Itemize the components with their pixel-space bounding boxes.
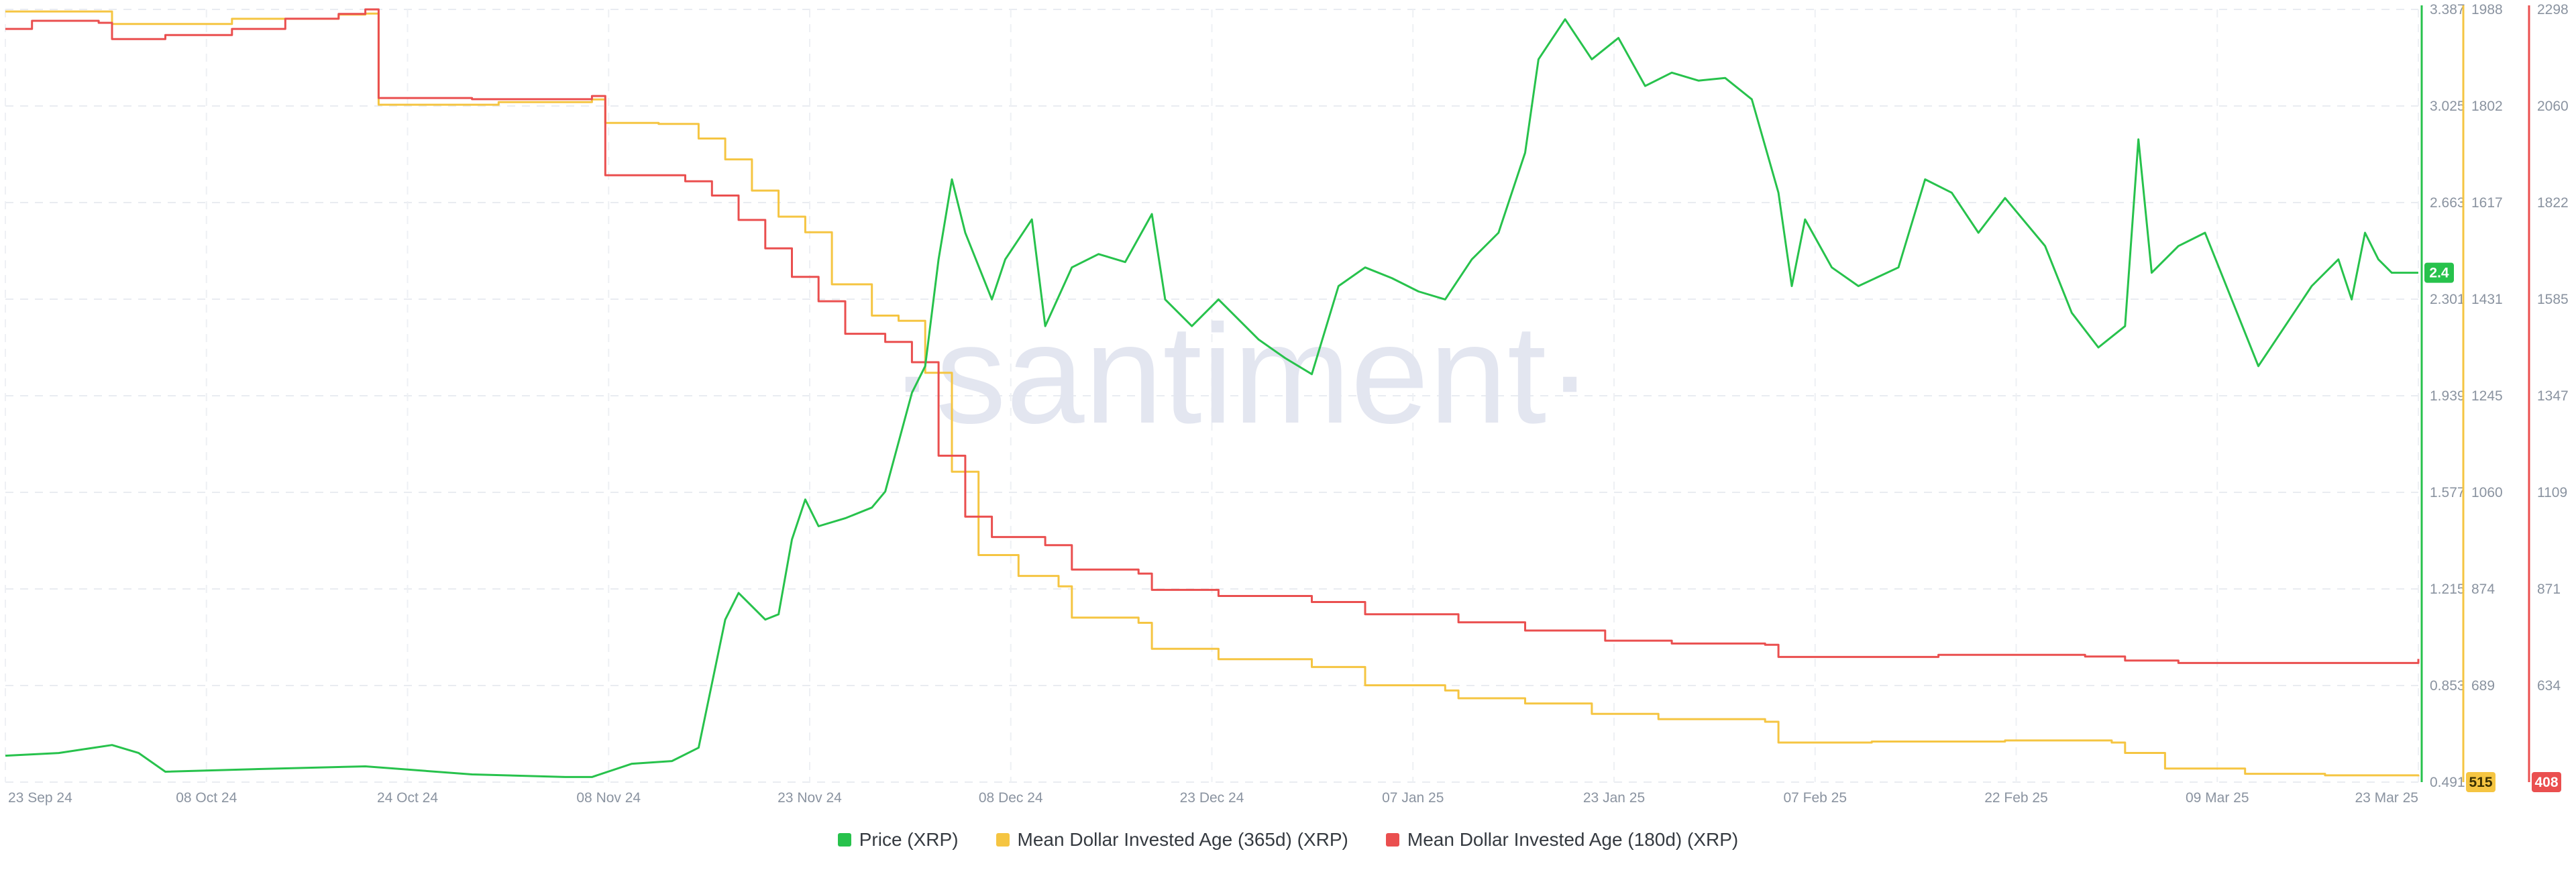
- y-tick-label-age365: 689: [2471, 678, 2495, 694]
- x-tick-label: 07 Jan 25: [1382, 790, 1444, 806]
- y-tick-label-price: 1.939: [2430, 388, 2465, 404]
- y-tick-label-age180: 1585: [2537, 292, 2569, 307]
- y-tick-label-price: 1.577: [2430, 485, 2465, 500]
- current-value-text-price: 2.4: [2429, 266, 2449, 281]
- y-tick-label-age365: 1617: [2471, 195, 2503, 211]
- chart: ·santiment· 23 Sep 24 08 Oct 24 24 Oct 24 0…: [5, 2, 2569, 806]
- y-tick-label-price: 1.215: [2430, 582, 2465, 597]
- y-tick-label-age365: 874: [2471, 582, 2495, 597]
- y-tick-label-price: 0.853: [2430, 678, 2465, 694]
- watermark: ·santiment·: [889, 295, 1593, 453]
- legend-swatch-age365: [996, 833, 1010, 847]
- x-axis: 23 Sep 24 08 Oct 24 24 Oct 24 08 Nov 24 23 N…: [8, 790, 2418, 806]
- current-value-text-age180: 408: [2534, 775, 2558, 790]
- legend-item-age365[interactable]: Mean Dollar Invested Age (365d) (XRP): [996, 829, 1348, 851]
- x-tick-label: 24 Oct 24: [377, 790, 438, 806]
- x-tick-label: 08 Dec 24: [979, 790, 1043, 806]
- x-tick-label: 23 Sep 24: [8, 790, 72, 806]
- series-line-age365: [5, 10, 2420, 777]
- y-tick-label-price: 0.491: [2430, 775, 2465, 790]
- current-value-badge-price: [2424, 262, 2454, 283]
- x-tick-label: 09 Mar 25: [2186, 790, 2249, 806]
- y-tick-label-age180: 634: [2537, 678, 2561, 694]
- x-tick-label: 23 Jan 25: [1583, 790, 1645, 806]
- y-tick-label-age365: 1060: [2471, 485, 2503, 500]
- legend-swatch-price: [837, 833, 851, 847]
- x-tick-label: 23 Dec 24: [1180, 790, 1244, 806]
- y-tick-label-price: 3.025: [2430, 99, 2465, 114]
- y-tick-label-age365: 1988: [2471, 2, 2503, 17]
- y-tick-label-age180: 1109: [2537, 485, 2567, 500]
- grid: [5, 9, 2419, 783]
- current-value-text-age365: 515: [2469, 775, 2492, 790]
- legend-label-age365: Mean Dollar Invested Age (365d) (XRP): [1017, 829, 1348, 850]
- legend-label-age180: Mean Dollar Invested Age (180d) (XRP): [1407, 829, 1739, 850]
- y-tick-label-age180: 1347: [2537, 388, 2569, 404]
- y-tick-label-age180: 1822: [2537, 195, 2569, 211]
- legend-label-price: Price (XRP): [859, 829, 959, 850]
- x-tick-label: 08 Oct 24: [176, 790, 237, 806]
- y-tick-label-age180: 871: [2537, 582, 2561, 597]
- x-tick-label: 23 Nov 24: [777, 790, 842, 806]
- x-tick-label: 08 Nov 24: [576, 790, 641, 806]
- series-line-price: [5, 18, 2418, 778]
- legend-item-age180[interactable]: Mean Dollar Invested Age (180d) (XRP): [1385, 829, 1739, 851]
- y-tick-label-price: 2.663: [2430, 195, 2465, 211]
- series-layer: [5, 8, 2420, 778]
- x-tick-label: 22 Feb 25: [1984, 790, 2048, 806]
- current-value-badge-age180: [2532, 772, 2561, 792]
- y-tick-label-age365: 1802: [2471, 99, 2503, 114]
- y-tick-label-age180: 2298: [2537, 2, 2569, 17]
- legend-swatch-age180: [1385, 833, 1399, 847]
- x-tick-label: 23 Mar 25: [2355, 790, 2418, 806]
- x-tick-label: 07 Feb 25: [1783, 790, 1847, 806]
- legend: Price (XRP) Mean Dollar Invested Age (36…: [0, 826, 2576, 853]
- y-tick-label-price: 2.301: [2430, 292, 2465, 307]
- legend-item-price[interactable]: Price (XRP): [837, 829, 959, 851]
- y-tick-label-age365: 1431: [2471, 292, 2503, 307]
- y-tick-label-age365: 1245: [2471, 388, 2503, 404]
- y-tick-label-price: 3.387: [2430, 2, 2465, 17]
- current-value-badge-age365: [2466, 772, 2496, 792]
- y-axes: 3.387 3.025 2.663 2.301 1.939 1.577 1.215 0.853…: [2420, 2, 2569, 792]
- y-tick-label-age180: 2060: [2537, 99, 2569, 114]
